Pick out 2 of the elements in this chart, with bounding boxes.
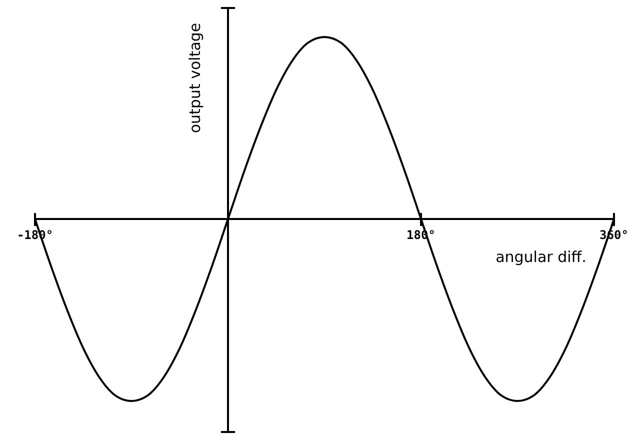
x-axis-title: angular diff.	[496, 248, 586, 266]
y-axis-title: output voltage	[186, 22, 204, 134]
